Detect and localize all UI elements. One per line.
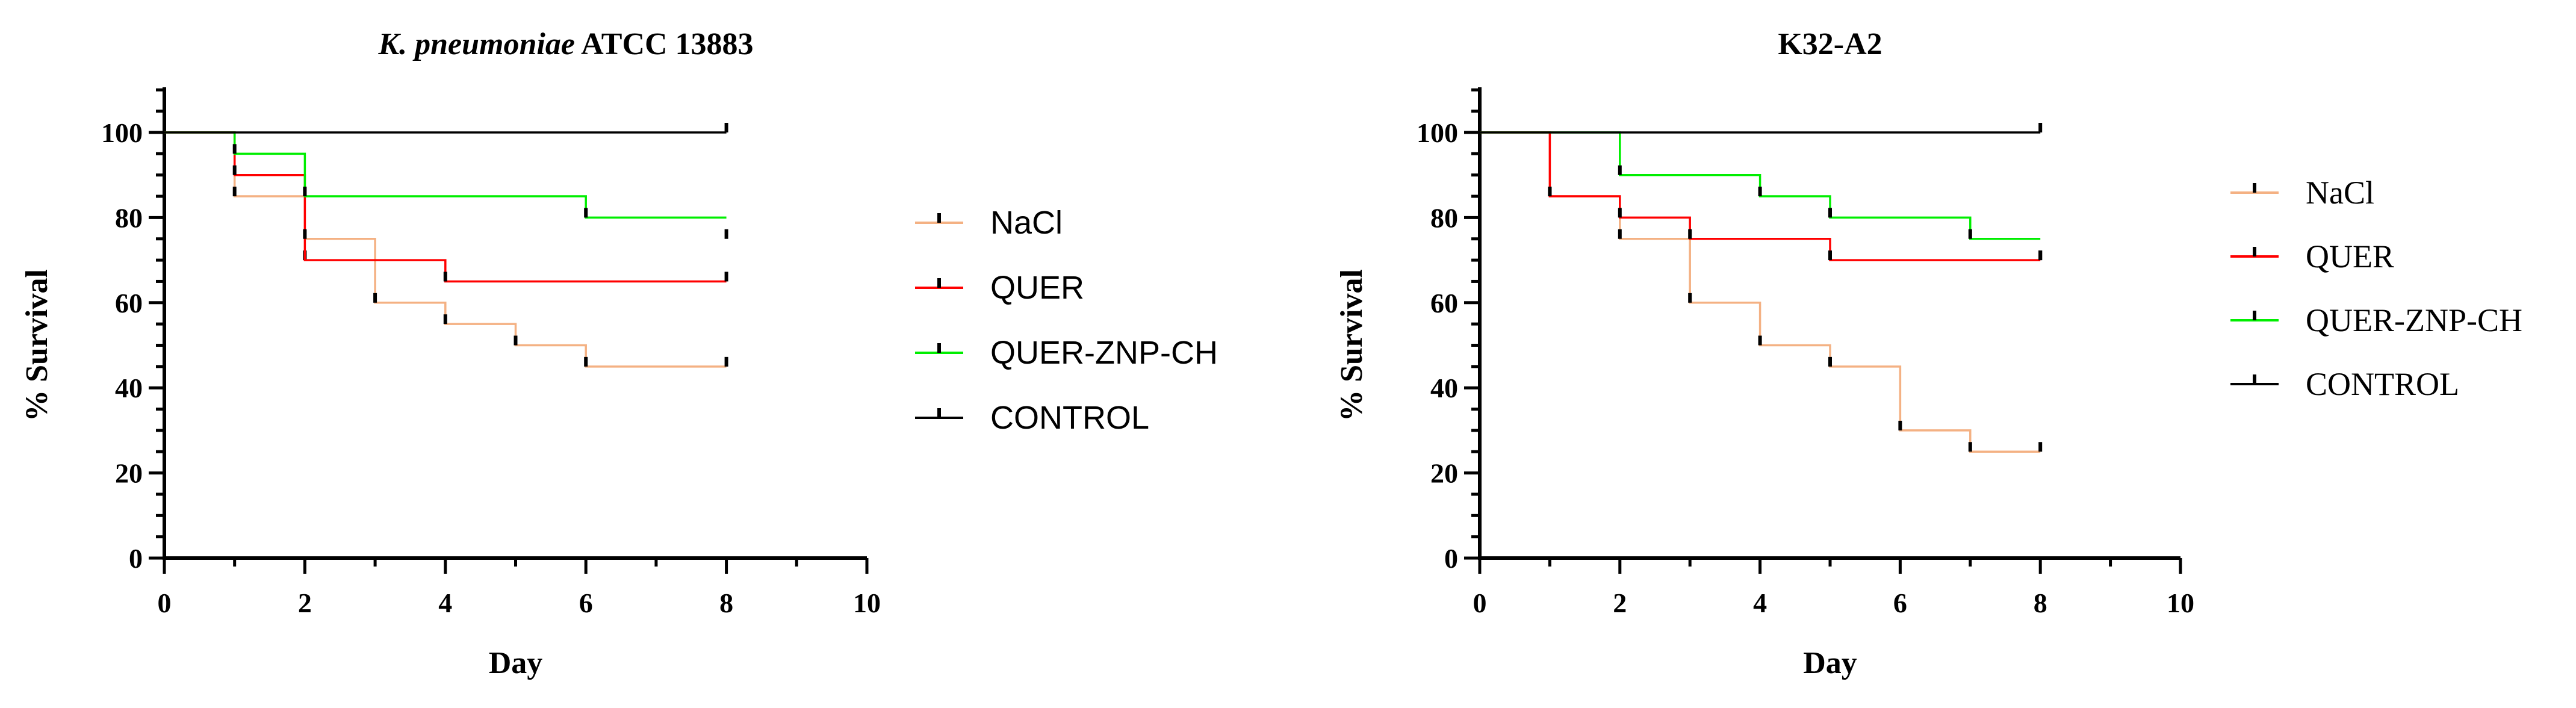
y-tick-label: 40 bbox=[115, 373, 143, 403]
x-tick-label: 2 bbox=[298, 588, 312, 618]
legend-label: CONTROL bbox=[990, 400, 1149, 436]
y-tick-label: 80 bbox=[115, 202, 143, 233]
y-tick-label: 20 bbox=[1430, 458, 1458, 489]
chart-title-rest: ATCC 13883 bbox=[581, 27, 753, 61]
x-tick-label: 6 bbox=[579, 588, 593, 618]
legend-label: QUER bbox=[2306, 238, 2394, 275]
legend-label: NaCl bbox=[990, 205, 1063, 241]
y-tick-label: 100 bbox=[1417, 117, 1458, 148]
y-axis-title: % Survival bbox=[20, 269, 54, 421]
chart-title-italic: K. pneumoniae bbox=[377, 27, 575, 61]
y-tick-label: 0 bbox=[129, 543, 143, 574]
chart-panel-k32-a2: K32-A2 0 20 40 60 80 100 0 2 4 6 8 10 Day % Survival Na… bbox=[1335, 27, 2522, 680]
x-tick-label: 8 bbox=[719, 588, 733, 618]
y-tick-label: 80 bbox=[1430, 202, 1458, 233]
y-tick-label: 40 bbox=[1430, 373, 1458, 403]
y-tick-label: 20 bbox=[115, 458, 143, 489]
x-tick-label: 10 bbox=[853, 588, 881, 618]
legend-label: QUER-ZNP-CH bbox=[990, 335, 1218, 371]
x-tick-label: 0 bbox=[1473, 588, 1487, 618]
x-tick-label: 8 bbox=[2034, 588, 2047, 618]
y-tick-label: 0 bbox=[1444, 543, 1458, 574]
series-line-quer-znp-ch bbox=[1480, 131, 2041, 240]
x-axis-title: Day bbox=[1803, 646, 1857, 680]
chart-panel-atcc-13883: K. pneumoniae ATCC 13883 0 20 40 60 80 100 0 2 4 6… bbox=[20, 27, 1218, 680]
chart-title-space bbox=[575, 27, 581, 61]
chart-title: K. pneumoniae ATCC 13883 bbox=[377, 27, 753, 61]
series-line-nacl bbox=[164, 131, 727, 368]
chart-title: K32-A2 bbox=[1778, 27, 1882, 61]
y-tick-label: 60 bbox=[115, 288, 143, 318]
x-tick-label: 4 bbox=[438, 588, 452, 618]
series-line-quer bbox=[1480, 131, 2041, 261]
x-axis-title: Day bbox=[489, 646, 543, 680]
x-tick-label: 2 bbox=[1613, 588, 1627, 618]
y-tick-label: 60 bbox=[1430, 288, 1458, 318]
legend-label: QUER bbox=[990, 270, 1084, 306]
x-tick-label: 0 bbox=[158, 588, 172, 618]
x-tick-label: 4 bbox=[1753, 588, 1767, 618]
legend-label: NaCl bbox=[2306, 175, 2374, 211]
x-tick-label: 6 bbox=[1893, 588, 1907, 618]
series-line-quer bbox=[164, 131, 727, 283]
x-tick-label: 10 bbox=[2167, 588, 2194, 618]
y-tick-label: 100 bbox=[101, 117, 143, 148]
legend-label: QUER-ZNP-CH bbox=[2306, 302, 2522, 338]
y-axis-title: % Survival bbox=[1335, 269, 1369, 421]
legend-label: CONTROL bbox=[2306, 366, 2459, 402]
